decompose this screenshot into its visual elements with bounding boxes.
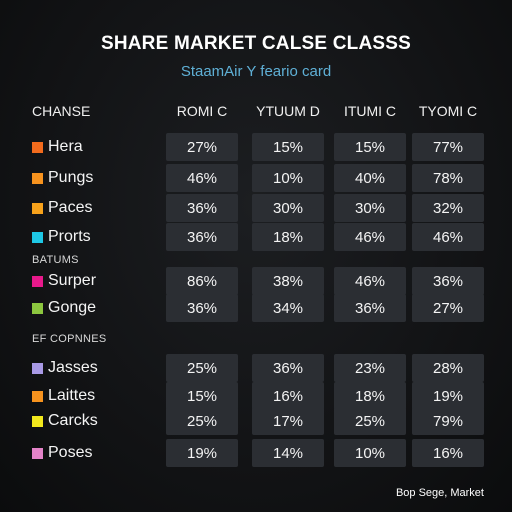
table-cell: 36% xyxy=(334,294,406,322)
footer-caption: Bop Sege, Market xyxy=(395,487,484,499)
row-name: Laittes xyxy=(48,387,96,404)
table-row[interactable]: Hera 27% 15% 15% 77% xyxy=(0,133,512,161)
table-cell: 16% xyxy=(252,382,324,410)
table-cell: 36% xyxy=(252,354,324,382)
column-header-label: CHANSE xyxy=(32,103,91,119)
table-row[interactable]: Pungs 46% 10% 40% 78% xyxy=(0,164,512,192)
table-cell: 25% xyxy=(166,354,238,382)
table-cell: 30% xyxy=(334,194,406,222)
color-swatch xyxy=(32,362,43,374)
table-cell: 15% xyxy=(252,133,324,161)
color-swatch xyxy=(32,275,43,287)
table-row[interactable]: Carcks 25% 17% 25% 79% xyxy=(0,407,512,435)
table-cell: 15% xyxy=(334,133,406,161)
table-cell: 18% xyxy=(334,382,406,410)
color-swatch xyxy=(32,302,43,314)
color-swatch xyxy=(32,415,43,427)
table-cell: 25% xyxy=(334,407,406,435)
table-cell: 23% xyxy=(334,354,406,382)
page-title: SHARE MARKET CALSE CLASSS xyxy=(100,33,412,54)
row-name: Carcks xyxy=(48,412,98,429)
column-header-4: TYOMI C xyxy=(418,103,478,119)
row-name: Prorts xyxy=(48,228,91,245)
table-cell: 18% xyxy=(252,223,324,251)
table-cell: 30% xyxy=(252,194,324,222)
color-swatch xyxy=(32,141,43,153)
table-cell: 46% xyxy=(334,267,406,295)
table-cell: 79% xyxy=(412,407,484,435)
table-cell: 19% xyxy=(166,439,238,467)
table-row[interactable]: Laittes 15% 16% 18% 19% xyxy=(0,382,512,410)
row-name: Gonge xyxy=(48,299,97,316)
color-swatch xyxy=(32,172,43,184)
table-cell: 27% xyxy=(166,133,238,161)
column-header-1: ROMI C xyxy=(176,103,228,119)
table-cell: 40% xyxy=(334,164,406,192)
table-cell: 36% xyxy=(412,267,484,295)
table-cell: 86% xyxy=(166,267,238,295)
color-swatch xyxy=(32,202,43,214)
row-name: Jasses xyxy=(48,359,98,376)
table-cell: 38% xyxy=(252,267,324,295)
table-row[interactable]: Jasses 25% 36% 23% 28% xyxy=(0,354,512,382)
color-swatch xyxy=(32,231,43,243)
table-cell: 78% xyxy=(412,164,484,192)
table-row[interactable]: Gonge 36% 34% 36% 27% xyxy=(0,294,512,322)
row-name: Poses xyxy=(48,444,93,461)
table-cell: 46% xyxy=(412,223,484,251)
table-cell: 25% xyxy=(166,407,238,435)
row-name: Pungs xyxy=(48,169,94,186)
table-cell: 10% xyxy=(334,439,406,467)
section-label: EF COPNNES xyxy=(32,333,107,345)
table-cell: 36% xyxy=(166,194,238,222)
table-cell: 19% xyxy=(412,382,484,410)
table-header: CHANSE ROMI C YTUUM D ITUMI C TYOMI C xyxy=(0,103,512,123)
row-name: Paces xyxy=(48,199,93,216)
table-cell: 34% xyxy=(252,294,324,322)
table-row[interactable]: Prorts 36% 18% 46% 46% xyxy=(0,223,512,251)
table-cell: 10% xyxy=(252,164,324,192)
row-name: Surper xyxy=(48,272,97,289)
table-cell: 17% xyxy=(252,407,324,435)
table-cell: 46% xyxy=(334,223,406,251)
table-cell: 36% xyxy=(166,223,238,251)
table-cell: 14% xyxy=(252,439,324,467)
row-name: Hera xyxy=(48,138,83,155)
table-cell: 46% xyxy=(166,164,238,192)
table-row[interactable]: Poses 19% 14% 10% 16% xyxy=(0,439,512,467)
table-cell: 15% xyxy=(166,382,238,410)
table-cell: 77% xyxy=(412,133,484,161)
table-cell: 32% xyxy=(412,194,484,222)
page-subtitle: StaamAir Y feario card xyxy=(180,63,332,80)
color-swatch xyxy=(32,447,43,459)
column-header-2: YTUUM D xyxy=(256,103,320,119)
table-cell: 16% xyxy=(412,439,484,467)
table-row[interactable]: Surper 86% 38% 46% 36% xyxy=(0,267,512,295)
color-swatch xyxy=(32,390,43,402)
table-cell: 28% xyxy=(412,354,484,382)
table-row[interactable]: Paces 36% 30% 30% 32% xyxy=(0,194,512,222)
table-cell: 36% xyxy=(166,294,238,322)
section-label: BATUMS xyxy=(32,254,79,266)
column-header-3: ITUMI C xyxy=(343,103,397,119)
table-cell: 27% xyxy=(412,294,484,322)
